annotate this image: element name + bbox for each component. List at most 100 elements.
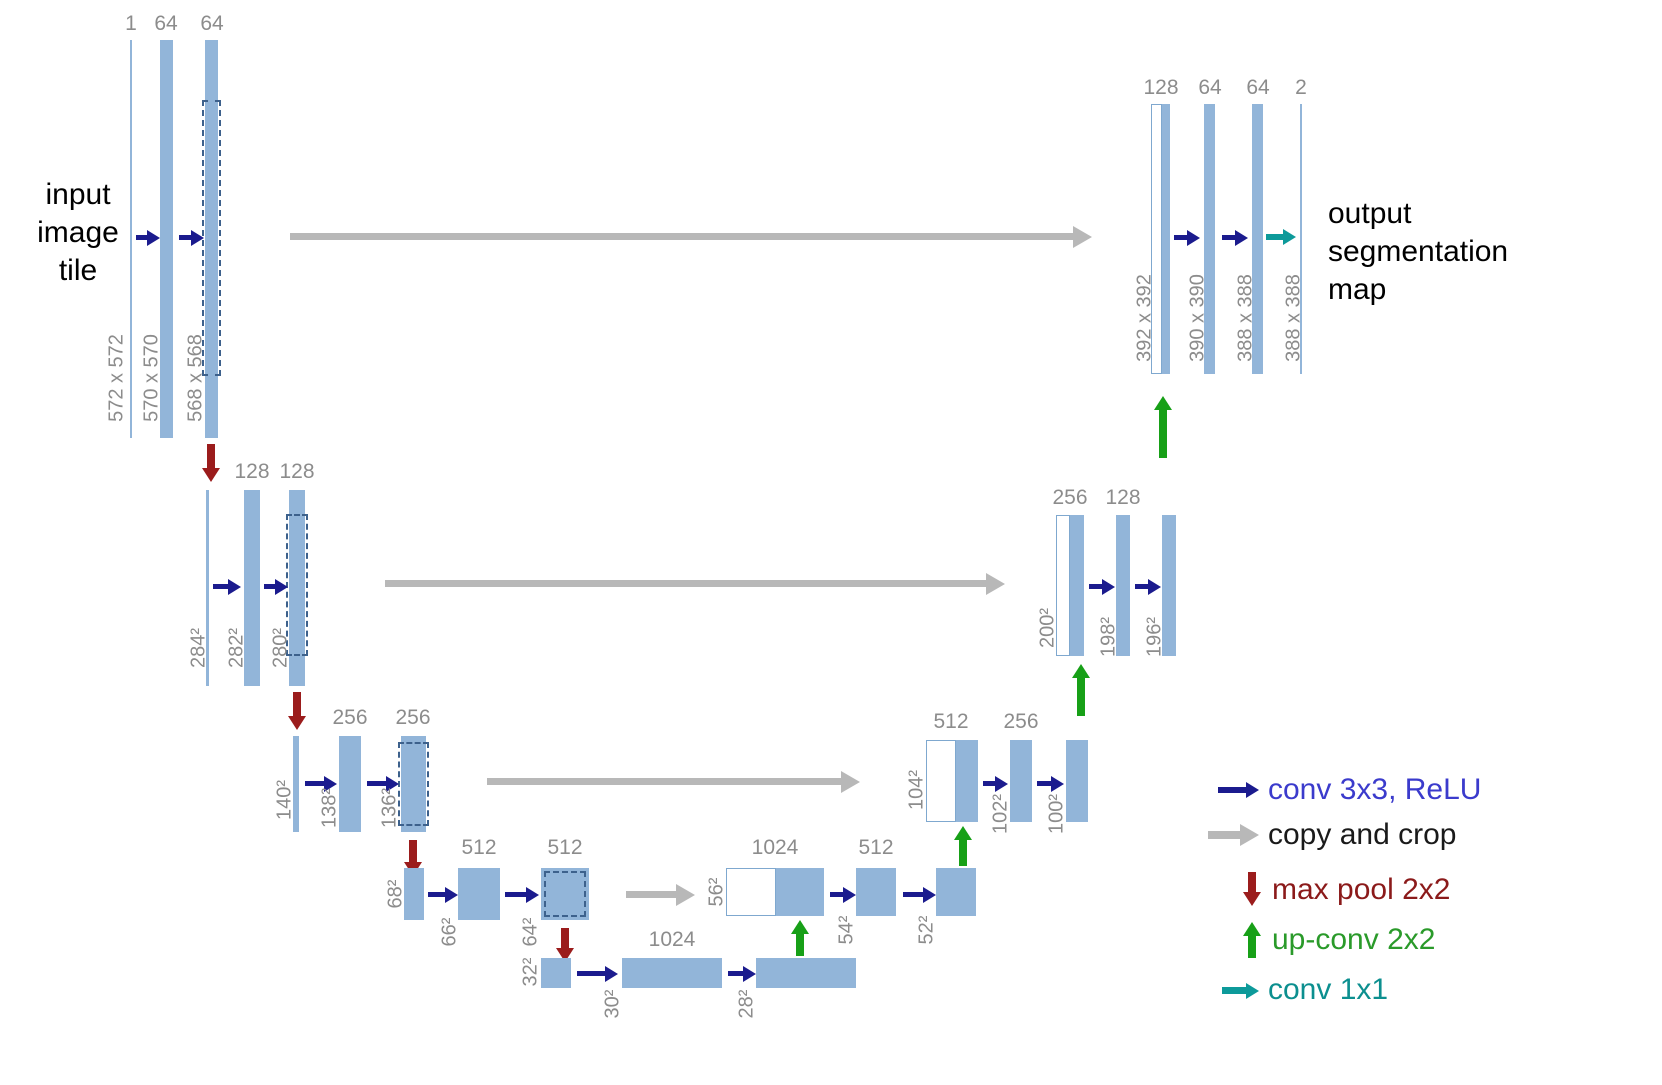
copy-crop-arrow bbox=[290, 233, 1073, 240]
feature-map-bar bbox=[289, 490, 305, 686]
feature-map-bar bbox=[244, 490, 260, 686]
feature-map-bar bbox=[1116, 515, 1130, 656]
conv3x3-arrow bbox=[264, 584, 275, 589]
spatial-size-label: 54² bbox=[835, 915, 858, 945]
spatial-size-label: 68² bbox=[384, 879, 407, 909]
upconv-arrow bbox=[959, 840, 967, 866]
copy-crop-arrow bbox=[487, 778, 841, 785]
spatial-size-label: 30² bbox=[601, 989, 624, 1019]
legend-conv1x1-icon bbox=[1222, 987, 1246, 994]
maxpool-arrow bbox=[561, 928, 569, 948]
feature-map-bar bbox=[1010, 740, 1032, 822]
maxpool-arrow bbox=[293, 692, 301, 716]
channel-count-label: 64 bbox=[1246, 76, 1270, 99]
conv3x3-arrow bbox=[728, 971, 743, 976]
feature-map-bar bbox=[458, 868, 500, 920]
conv3x3-arrow bbox=[983, 781, 995, 786]
legend-label-upconv: up-conv 2x2 bbox=[1272, 923, 1436, 956]
feature-map-bar bbox=[1300, 104, 1302, 374]
upconv-arrow bbox=[1077, 678, 1085, 716]
feature-map-bar bbox=[339, 736, 361, 832]
crop-outline bbox=[544, 871, 586, 917]
conv3x3-arrow bbox=[428, 892, 445, 897]
feature-map-bar bbox=[856, 868, 896, 916]
spatial-size-label: 56² bbox=[705, 877, 728, 907]
spatial-size-label: 284² bbox=[187, 627, 210, 669]
crop-outline bbox=[398, 742, 429, 826]
spatial-size-label: 66² bbox=[438, 917, 461, 947]
channel-count-label: 128 bbox=[1105, 486, 1141, 509]
spatial-size-label: 52² bbox=[915, 915, 938, 945]
channel-count-label: 1 bbox=[125, 12, 137, 35]
legend-label-copy-crop: copy and crop bbox=[1268, 818, 1457, 851]
feature-map-bar bbox=[130, 40, 132, 438]
spatial-size-label: 102² bbox=[989, 793, 1012, 835]
feature-map-bar bbox=[401, 736, 426, 832]
channel-count-label: 1024 bbox=[648, 928, 696, 951]
feature-map-bar bbox=[541, 868, 589, 920]
label-line: map bbox=[1328, 273, 1387, 306]
feature-map-bar bbox=[1162, 515, 1176, 656]
channel-count-label: 128 bbox=[234, 460, 270, 483]
copied-feature-half bbox=[776, 868, 824, 916]
channel-count-label: 256 bbox=[395, 706, 431, 729]
copied-feature-half bbox=[1070, 515, 1084, 656]
feature-map-bar bbox=[1066, 740, 1088, 822]
feature-map-bar bbox=[404, 868, 424, 920]
conv3x3-arrow bbox=[1174, 235, 1187, 240]
conv1x1-arrow bbox=[1266, 234, 1283, 240]
conv3x3-arrow bbox=[903, 892, 923, 897]
spatial-size-label: 100² bbox=[1045, 793, 1068, 835]
conv3x3-arrow bbox=[1089, 584, 1102, 589]
spatial-size-label: 280² bbox=[269, 627, 292, 669]
feature-map-bar bbox=[205, 40, 218, 438]
channel-count-label: 128 bbox=[279, 460, 315, 483]
conv3x3-arrow bbox=[136, 235, 147, 240]
legend-label-conv1x1: conv 1x1 bbox=[1268, 973, 1389, 1006]
conv3x3-arrow bbox=[213, 584, 228, 589]
channel-count-label: 256 bbox=[1052, 486, 1088, 509]
channel-count-label: 64 bbox=[200, 12, 224, 35]
feature-map-bar bbox=[1204, 104, 1215, 374]
channel-count-label: 2 bbox=[1295, 76, 1307, 99]
conv3x3-arrow bbox=[1037, 781, 1051, 786]
channel-count-label: 64 bbox=[154, 12, 178, 35]
spatial-size-label: 388 x 388 bbox=[1282, 274, 1305, 362]
spatial-size-label: 104² bbox=[905, 769, 928, 811]
channel-count-label: 128 bbox=[1143, 76, 1179, 99]
conv3x3-arrow bbox=[830, 892, 843, 897]
channel-count-label: 512 bbox=[933, 710, 969, 733]
channel-count-label: 64 bbox=[1198, 76, 1222, 99]
conv3x3-arrow bbox=[1222, 235, 1235, 240]
conv3x3-arrow bbox=[577, 971, 605, 976]
spatial-size-label: 570 x 570 bbox=[140, 334, 163, 422]
spatial-size-label: 388 x 388 bbox=[1234, 274, 1257, 362]
upconv-feature-half bbox=[1151, 104, 1162, 374]
spatial-size-label: 282² bbox=[225, 627, 248, 669]
spatial-size-label: 392 x 392 bbox=[1133, 274, 1156, 362]
output-segmentation-map-label: output segmentation map bbox=[1328, 195, 1608, 309]
maxpool-arrow bbox=[409, 840, 417, 862]
spatial-size-label: 572 x 572 bbox=[105, 334, 128, 422]
feature-map-bar bbox=[622, 958, 722, 988]
spatial-size-label: 32² bbox=[519, 957, 542, 987]
spatial-size-label: 138² bbox=[318, 787, 341, 829]
feature-map-bar bbox=[160, 40, 173, 438]
upconv-feature-half bbox=[1056, 515, 1070, 656]
label-line: output bbox=[1328, 197, 1412, 230]
legend-maxpool-icon bbox=[1248, 872, 1256, 892]
label-line: segmentation bbox=[1328, 235, 1509, 268]
input-image-tile-label: input image tile bbox=[28, 176, 128, 290]
spatial-size-label: 28² bbox=[735, 989, 758, 1019]
channel-count-label: 256 bbox=[332, 706, 368, 729]
upconv-arrow bbox=[796, 934, 804, 956]
conv3x3-arrow bbox=[367, 781, 386, 786]
copy-crop-arrow bbox=[626, 891, 676, 898]
maxpool-arrow bbox=[207, 444, 215, 468]
legend-copy-crop-icon bbox=[1208, 831, 1240, 839]
copied-feature-half bbox=[956, 740, 978, 822]
upconv-feature-half bbox=[926, 740, 956, 822]
feature-map-bar bbox=[936, 868, 976, 916]
upconv-arrow bbox=[1159, 410, 1167, 458]
legend-label-conv3x3: conv 3x3, ReLU bbox=[1268, 773, 1482, 806]
